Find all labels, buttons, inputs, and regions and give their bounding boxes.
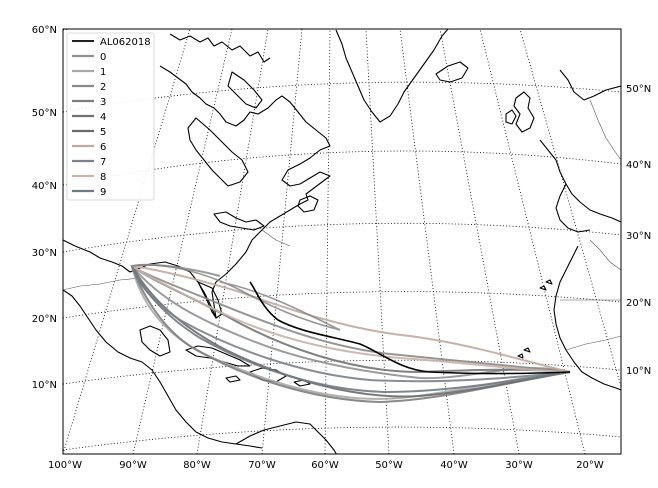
greenland-coast (335, 29, 449, 123)
legend-label: 1 (100, 67, 106, 78)
political-borders (63, 99, 621, 351)
arctic-islands-coast (169, 33, 271, 63)
lat-label-right: 40°N (626, 160, 651, 171)
lon-label: 60°W (311, 460, 339, 471)
lon-label: 30°W (505, 460, 533, 471)
legend-box (66, 32, 155, 201)
cuba-coast (185, 345, 251, 367)
legend-label: 7 (100, 157, 106, 168)
lon-label: 20°W (576, 460, 604, 471)
legend-label: 5 (100, 127, 106, 138)
track-member-3 (131, 265, 571, 404)
lat-label-right: 50°N (626, 84, 651, 95)
lon-label: 40°W (440, 460, 468, 471)
lon-label: 90°W (119, 460, 147, 471)
lat-label-left: 60°N (32, 25, 57, 36)
lat-labels-left: 60°N 50°N 40°N 30°N 20°N 10°N (32, 25, 57, 391)
west-africa-coast (553, 245, 621, 391)
lat-label-left: 50°N (32, 108, 57, 119)
lat-label-left: 30°N (32, 248, 57, 259)
lat-label-right: 10°N (626, 366, 651, 377)
legend-label: 6 (100, 142, 106, 153)
track-member-9 (131, 265, 571, 394)
europe-coast (539, 69, 621, 223)
iberia-coast (555, 183, 591, 233)
lat-label-left: 40°N (32, 181, 57, 192)
hudson-bay-coast (187, 117, 249, 187)
track-member-6 (131, 265, 571, 373)
track-member-2 (131, 265, 571, 373)
track-observed (249, 281, 571, 375)
gulf-coast (63, 289, 263, 449)
track-member-8 (131, 265, 571, 373)
legend-label: 2 (100, 82, 106, 93)
lon-label: 80°W (183, 460, 211, 471)
legend-label: 4 (100, 112, 106, 123)
legend-label: 3 (100, 97, 106, 108)
legend-label: AL062018 (100, 37, 151, 48)
lat-label-left: 20°N (32, 314, 57, 325)
tracks-layer (130, 263, 571, 404)
legend-swatches (72, 40, 94, 193)
lat-label-right: 20°N (626, 298, 651, 309)
florida-coast (197, 281, 223, 319)
cape-verde-coast (517, 347, 531, 359)
yucatan-coast (139, 325, 171, 357)
jamaica-coast (225, 375, 241, 383)
ireland-coast (505, 109, 517, 125)
lat-labels-right: 50°N 40°N 30°N 20°N 10°N (626, 84, 651, 377)
legend-label: 0 (100, 52, 106, 63)
legend-label: 9 (100, 187, 106, 198)
map-canvas (63, 29, 621, 454)
track-member-7 (131, 265, 571, 383)
map-frame (62, 28, 622, 455)
baffin-island-coast (227, 71, 263, 109)
canary-islands-coast (539, 279, 553, 291)
graticule-longitudes (63, 29, 621, 454)
iceland-coast (435, 61, 469, 83)
lat-label-left: 10°N (32, 380, 57, 391)
lon-label: 70°W (248, 460, 276, 471)
legend-label: 8 (100, 172, 106, 183)
british-isles-coast (513, 91, 535, 133)
lon-label: 100°W (48, 460, 82, 471)
lat-label-right: 30°N (626, 231, 651, 242)
lon-label: 50°W (375, 460, 403, 471)
track-member-loop (131, 264, 341, 331)
newfoundland-coast (297, 195, 319, 213)
lon-labels-bottom: 100°W 90°W 80°W 70°W 60°W 50°W 40°W 30°W… (48, 460, 604, 471)
south-america-coast (235, 421, 338, 454)
great-lakes-coast (213, 211, 265, 231)
legend: AL062018 0 1 2 3 4 5 6 7 8 9 (66, 32, 155, 201)
